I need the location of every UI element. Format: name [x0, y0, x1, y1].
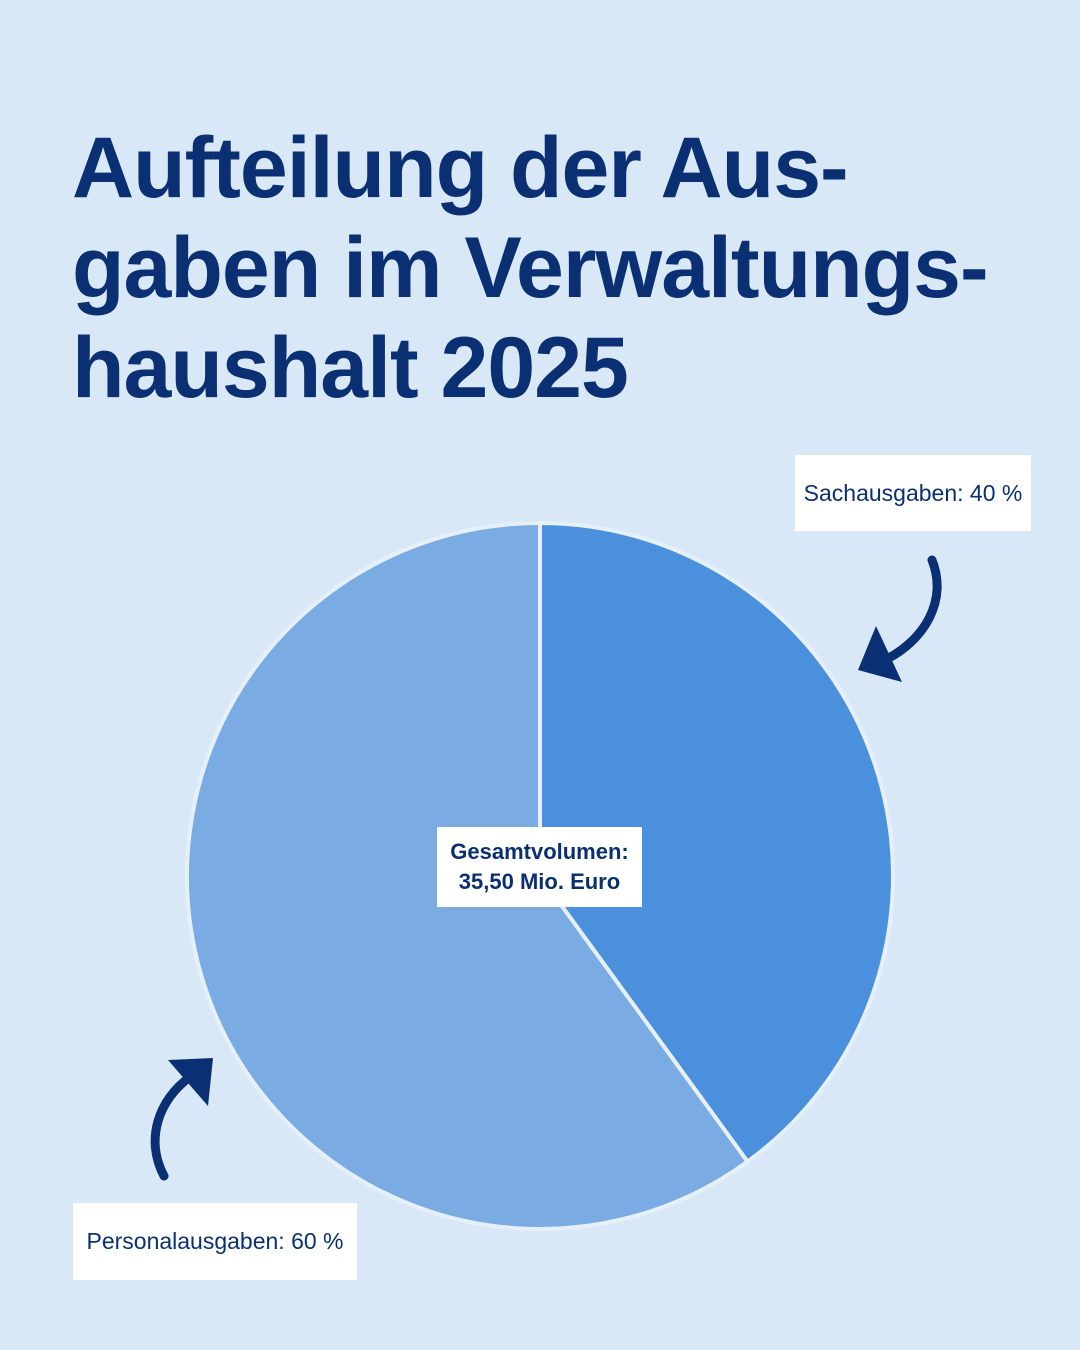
slice-label-personalausgaben: Personalausgaben: 60 %	[73, 1203, 357, 1280]
title-line-3: haushalt 2025	[72, 320, 629, 416]
slice-label-sachausgaben: Sachausgaben: 40 %	[795, 455, 1031, 531]
curved-arrow-icon	[858, 555, 942, 682]
total-volume-heading: Gesamtvolumen:	[450, 839, 629, 864]
total-volume-value: 35,50 Mio. Euro	[458, 869, 621, 894]
curved-arrow-icon	[150, 1058, 213, 1181]
pie-slice-sachausgaben	[538, 521, 895, 1164]
total-volume-label: Gesamtvolumen: 35,50 Mio. Euro	[437, 827, 642, 907]
title-line-2: gaben im Verwaltungs-	[72, 220, 989, 316]
chart-title: Aufteilung der Aus- gaben im Verwaltungs…	[72, 118, 1052, 418]
title-line-1: Aufteilung der Aus-	[72, 120, 849, 216]
